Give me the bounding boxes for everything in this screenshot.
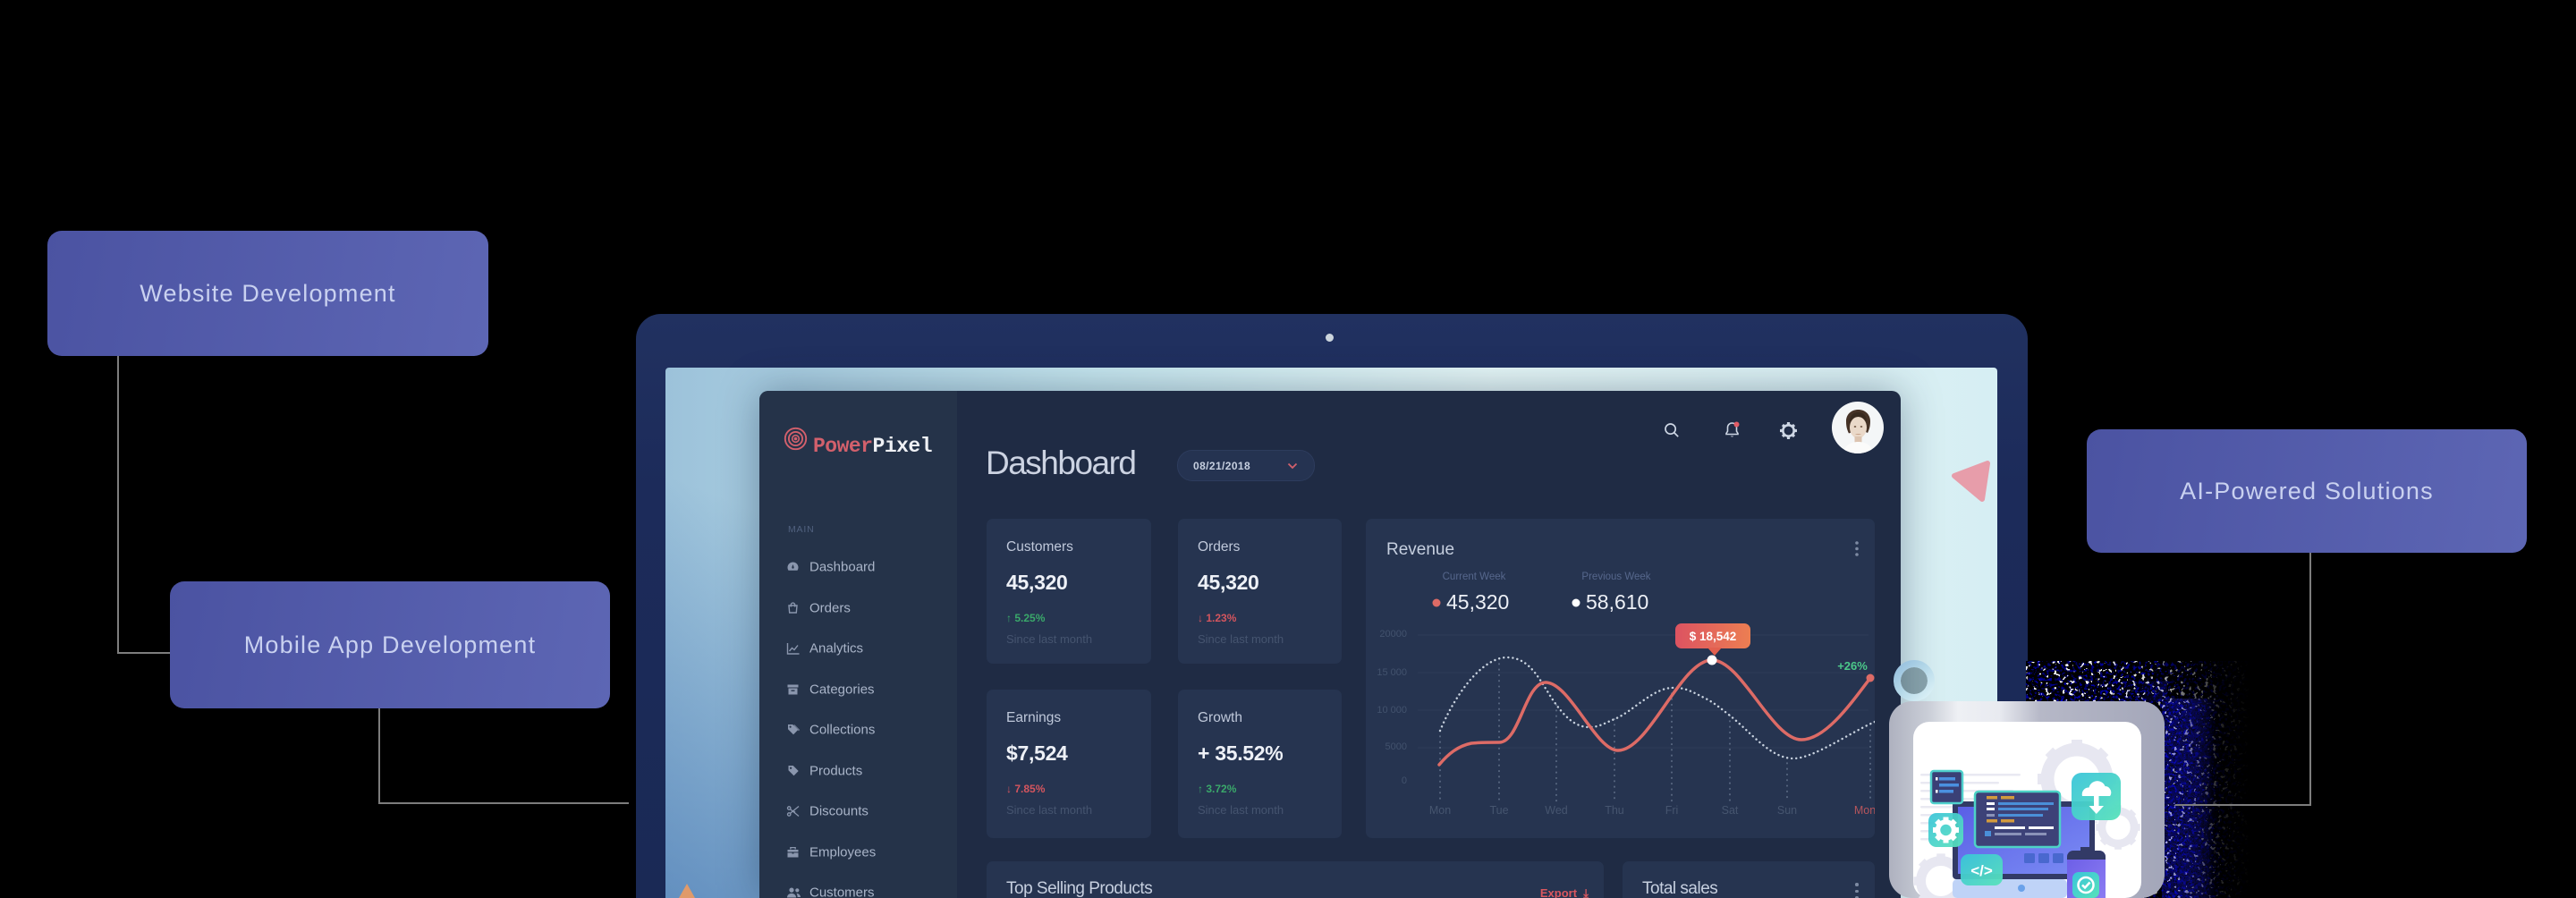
svg-text:10 000: 10 000 <box>1377 705 1407 716</box>
svg-text:Mon: Mon <box>1854 804 1875 817</box>
svg-text:Mon: Mon <box>1429 804 1451 817</box>
svg-text:+26%: +26% <box>1837 659 1868 673</box>
svg-text:15 000: 15 000 <box>1377 667 1407 678</box>
svg-text:20000: 20000 <box>1379 629 1407 640</box>
svg-text:Previous Week: Previous Week <box>1581 572 1650 582</box>
svg-text:Sun: Sun <box>1777 804 1797 817</box>
svg-text:</>: </> <box>1970 862 1993 879</box>
svg-text:Sat: Sat <box>1722 804 1739 817</box>
svg-text:Thu: Thu <box>1605 804 1624 817</box>
svg-text:Fri: Fri <box>1665 804 1679 817</box>
svg-text:Revenue: Revenue <box>1386 540 1454 559</box>
svg-text:Wed: Wed <box>1545 804 1568 817</box>
svg-text:$ 18,542: $ 18,542 <box>1690 630 1737 643</box>
svg-text:58,610: 58,610 <box>1586 590 1648 614</box>
svg-text:0: 0 <box>1402 775 1407 786</box>
svg-text:5000: 5000 <box>1385 741 1407 752</box>
svg-text:45,320: 45,320 <box>1446 590 1509 614</box>
svg-text:Current Week: Current Week <box>1443 572 1506 582</box>
svg-text:Tue: Tue <box>1489 804 1508 817</box>
